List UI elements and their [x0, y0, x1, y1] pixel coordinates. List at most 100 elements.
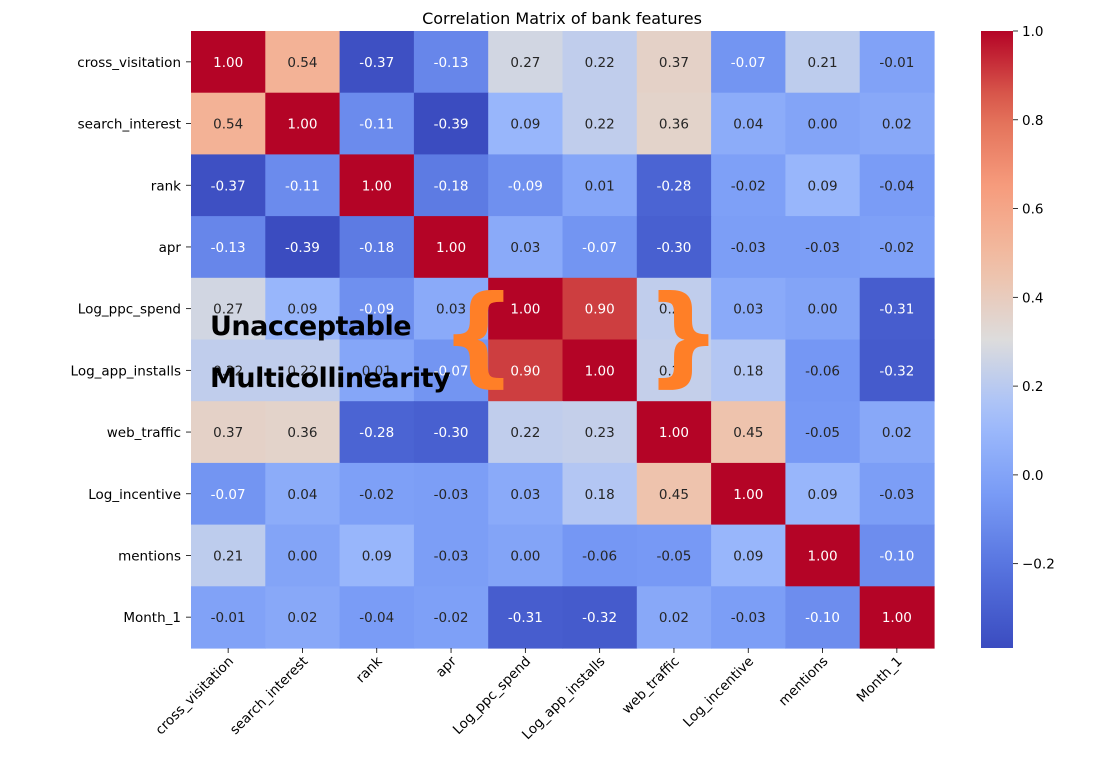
heatmap-cell-value: -0.07 — [731, 55, 766, 71]
heatmap-cell — [191, 462, 266, 526]
heatmap-cell-value: -0.02 — [879, 240, 914, 256]
heatmap-cell — [339, 462, 415, 526]
x-tick-label: search_interest — [227, 654, 311, 738]
heatmap-cell-value: -0.04 — [359, 610, 394, 626]
x-tick-label: Log_ppc_spend — [450, 654, 534, 738]
heatmap-cell-value: 0.27 — [510, 55, 540, 71]
heatmap-cell-value: -0.02 — [731, 178, 766, 194]
heatmap-cell-value: 0.09 — [287, 302, 317, 318]
heatmap-cell-value: 0.27 — [213, 302, 243, 318]
heatmap-cell — [636, 154, 712, 217]
heatmap-cell-value: 0.37 — [213, 425, 243, 441]
heatmap-cell — [636, 216, 712, 279]
heatmap-cell-value: 0.90 — [585, 302, 615, 318]
heatmap-cell — [413, 31, 489, 94]
heatmap-cell — [488, 462, 564, 526]
heatmap-cell — [562, 277, 638, 341]
heatmap-cell-value: 0.90 — [510, 363, 540, 379]
heatmap-cell — [859, 401, 935, 464]
heatmap-cell — [711, 216, 786, 279]
heatmap-cell — [785, 31, 861, 94]
heatmap-cell-value: -0.32 — [879, 363, 914, 379]
heatmap-cell-value: -0.30 — [434, 425, 469, 441]
heatmap-cell-value: 0.09 — [808, 487, 838, 503]
heatmap-cell — [636, 524, 712, 587]
heatmap-cell-value: -0.10 — [805, 610, 840, 626]
heatmap-cell — [488, 277, 564, 341]
heatmap-cell — [413, 154, 489, 217]
x-tick-label: cross_visitation — [152, 654, 237, 739]
colorbar-tick-label: 0.4 — [1022, 290, 1043, 306]
heatmap-cell — [191, 524, 266, 587]
heatmap-cell-value: 0.22 — [585, 117, 615, 133]
y-tick-label: search_interest — [78, 117, 181, 133]
heatmap-cell-value: -0.18 — [434, 178, 469, 194]
colorbar: 1.0 0.8 0.6 0.4 0.2 0.0 −0.2 — [981, 24, 1055, 648]
heatmap-cell-value: -0.37 — [359, 55, 394, 71]
heatmap-cell — [636, 462, 712, 526]
heatmap-cell-value: 1.00 — [808, 548, 838, 564]
heatmap-cell — [265, 524, 341, 587]
heatmap-cell — [488, 586, 564, 649]
heatmap-cell — [636, 31, 712, 94]
heatmap-cell — [413, 586, 489, 649]
heatmap-cell-value: -0.11 — [359, 117, 394, 133]
heatmap-cell — [859, 462, 935, 526]
heatmap-cell — [265, 92, 341, 155]
y-tick-label: mentions — [118, 548, 181, 564]
heatmap-cell — [191, 339, 266, 402]
y-tick-label: Log_incentive — [88, 487, 181, 503]
heatmap-cell — [413, 401, 489, 464]
heatmap-cell-value: -0.03 — [434, 548, 469, 564]
heatmap-cell-value: 0.00 — [510, 548, 540, 564]
heatmap-cell-value: -0.31 — [508, 610, 543, 626]
heatmap-cell — [562, 401, 638, 464]
heatmap-cell — [339, 154, 415, 217]
heatmap-cell — [711, 524, 786, 587]
left-brace-icon: { — [440, 273, 517, 398]
colorbar-tick-label: 0.8 — [1022, 113, 1043, 129]
heatmap-cell — [859, 339, 935, 402]
heatmap-cell-value: 0.54 — [287, 55, 317, 71]
annotation-line-2: Multicollinearity — [210, 363, 451, 394]
heatmap-cell-value: -0.37 — [211, 178, 246, 194]
heatmap-cell — [413, 92, 489, 155]
heatmap-cell-value: 0.09 — [808, 178, 838, 194]
heatmap-cell-value: -0.07 — [582, 240, 617, 256]
heatmap-cell-value: 0.02 — [882, 425, 912, 441]
heatmap-cell-value: -0.10 — [879, 548, 914, 564]
heatmap-cell — [265, 462, 341, 526]
heatmap-cell — [785, 154, 861, 217]
heatmap-cell — [859, 586, 935, 649]
heatmap-cell-value: 0.37 — [659, 55, 689, 71]
heatmap-cell-value: 1.00 — [213, 55, 243, 71]
y-tick-label: Log_ppc_spend — [78, 302, 181, 318]
heatmap-cell-value: 0.23 — [659, 363, 689, 379]
y-tick-label: Month_1 — [123, 610, 181, 626]
heatmap-cell-value: -0.32 — [582, 610, 617, 626]
heatmap-cell — [785, 216, 861, 279]
heatmap-cell-value: -0.03 — [805, 240, 840, 256]
heatmap-cell-value: 0.21 — [213, 548, 243, 564]
heatmap-cell-value: -0.03 — [731, 610, 766, 626]
colorbar-tick-label: 1.0 — [1022, 24, 1043, 40]
x-tick-label: rank — [353, 653, 386, 686]
colorbar-gradient — [981, 31, 1013, 648]
heatmap-cell — [488, 339, 564, 402]
heatmap-cell-value: -0.09 — [508, 178, 543, 194]
heatmap-cell — [339, 277, 415, 341]
heatmap-cell — [711, 154, 786, 217]
heatmap-cell-value: 0.54 — [213, 117, 243, 133]
heatmap-cell-value: 1.00 — [659, 425, 689, 441]
heatmap-cell — [711, 401, 786, 464]
heatmap-cell-value: 0.00 — [808, 117, 838, 133]
heatmap-cell-value: 0.02 — [659, 610, 689, 626]
heatmap-cell-value: -0.05 — [656, 548, 691, 564]
heatmap-cell — [488, 31, 564, 94]
heatmap-cell-value: -0.13 — [211, 240, 246, 256]
x-tick-label: apr — [433, 653, 460, 680]
heatmap-cell-value: 0.04 — [287, 487, 317, 503]
